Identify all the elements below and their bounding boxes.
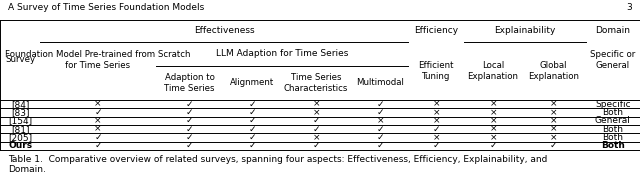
Text: [81]: [81] bbox=[11, 125, 29, 134]
Text: ✓: ✓ bbox=[248, 100, 256, 109]
Text: ✓: ✓ bbox=[248, 116, 256, 125]
Text: ✓: ✓ bbox=[248, 133, 256, 142]
Text: ✓: ✓ bbox=[376, 100, 384, 109]
Text: ×: × bbox=[94, 100, 102, 109]
Text: Domain: Domain bbox=[595, 26, 630, 35]
Text: A Survey of Time Series Foundation Models: A Survey of Time Series Foundation Model… bbox=[8, 3, 204, 12]
Text: ×: × bbox=[489, 116, 497, 125]
Text: General: General bbox=[595, 116, 631, 125]
Text: ✓: ✓ bbox=[186, 141, 193, 150]
Text: ✓: ✓ bbox=[489, 141, 497, 150]
Text: LLM Adaption for Time Series: LLM Adaption for Time Series bbox=[216, 49, 348, 58]
Text: Effectiveness: Effectiveness bbox=[194, 26, 255, 35]
Text: ×: × bbox=[433, 100, 440, 109]
Text: ✓: ✓ bbox=[312, 125, 320, 134]
Text: ×: × bbox=[550, 108, 557, 117]
Text: ×: × bbox=[433, 133, 440, 142]
Text: ×: × bbox=[312, 108, 320, 117]
Text: ✓: ✓ bbox=[376, 125, 384, 134]
Text: ×: × bbox=[550, 100, 557, 109]
Text: ×: × bbox=[550, 133, 557, 142]
Text: ×: × bbox=[312, 133, 320, 142]
Text: Explainability: Explainability bbox=[494, 26, 556, 35]
Text: 3: 3 bbox=[627, 3, 632, 12]
Text: Local
Explanation: Local Explanation bbox=[468, 61, 518, 81]
Text: ×: × bbox=[550, 125, 557, 134]
Text: ×: × bbox=[489, 108, 497, 117]
Text: [83]: [83] bbox=[11, 108, 29, 117]
Text: ✓: ✓ bbox=[186, 125, 193, 134]
Text: ✓: ✓ bbox=[312, 141, 320, 150]
Text: ✓: ✓ bbox=[248, 125, 256, 134]
Text: ×: × bbox=[433, 108, 440, 117]
Text: ✓: ✓ bbox=[94, 108, 102, 117]
Text: Alignment: Alignment bbox=[230, 78, 274, 87]
Text: ×: × bbox=[94, 125, 102, 134]
Text: [84]: [84] bbox=[11, 100, 29, 109]
Text: Adaption to
Time Series: Adaption to Time Series bbox=[164, 73, 215, 93]
Text: Foundation Model Pre-trained from Scratch
for Time Series: Foundation Model Pre-trained from Scratc… bbox=[5, 50, 191, 70]
Text: ×: × bbox=[550, 116, 557, 125]
Text: Both: Both bbox=[601, 141, 625, 150]
Text: Multimodal: Multimodal bbox=[356, 78, 404, 87]
Text: Table 1.  Comparative overview of related surveys, spanning four aspects: Effect: Table 1. Comparative overview of related… bbox=[8, 155, 547, 174]
Text: Global
Explanation: Global Explanation bbox=[528, 61, 579, 81]
Text: ×: × bbox=[312, 100, 320, 109]
Text: ✓: ✓ bbox=[376, 108, 384, 117]
Text: Efficient
Tuning: Efficient Tuning bbox=[419, 61, 454, 81]
Text: ×: × bbox=[489, 100, 497, 109]
Text: ✓: ✓ bbox=[186, 133, 193, 142]
Text: Survey: Survey bbox=[5, 55, 35, 64]
Text: ✓: ✓ bbox=[550, 141, 557, 150]
Text: ✓: ✓ bbox=[376, 133, 384, 142]
Text: ✓: ✓ bbox=[433, 141, 440, 150]
Text: ×: × bbox=[489, 133, 497, 142]
Text: ✓: ✓ bbox=[376, 141, 384, 150]
Text: ×: × bbox=[376, 116, 384, 125]
Text: Efficiency: Efficiency bbox=[414, 26, 458, 35]
Text: ×: × bbox=[489, 125, 497, 134]
Text: ✓: ✓ bbox=[186, 100, 193, 109]
Text: ×: × bbox=[433, 116, 440, 125]
Text: Both: Both bbox=[602, 108, 623, 117]
Text: Both: Both bbox=[602, 133, 623, 142]
Text: ✓: ✓ bbox=[433, 125, 440, 134]
Text: [205]: [205] bbox=[8, 133, 32, 142]
Text: Specific: Specific bbox=[595, 100, 630, 109]
Text: Both: Both bbox=[602, 125, 623, 134]
Text: [154]: [154] bbox=[8, 116, 32, 125]
Text: ✓: ✓ bbox=[248, 141, 256, 150]
Text: ×: × bbox=[94, 116, 102, 125]
Text: Time Series
Characteristics: Time Series Characteristics bbox=[284, 73, 348, 93]
Text: ✓: ✓ bbox=[248, 108, 256, 117]
Text: ✓: ✓ bbox=[94, 141, 102, 150]
Text: ✓: ✓ bbox=[186, 108, 193, 117]
Text: ✓: ✓ bbox=[186, 116, 193, 125]
Text: Ours: Ours bbox=[8, 141, 32, 150]
Text: Specific or
General: Specific or General bbox=[590, 50, 636, 70]
Text: ✓: ✓ bbox=[312, 116, 320, 125]
Text: ✓: ✓ bbox=[94, 133, 102, 142]
